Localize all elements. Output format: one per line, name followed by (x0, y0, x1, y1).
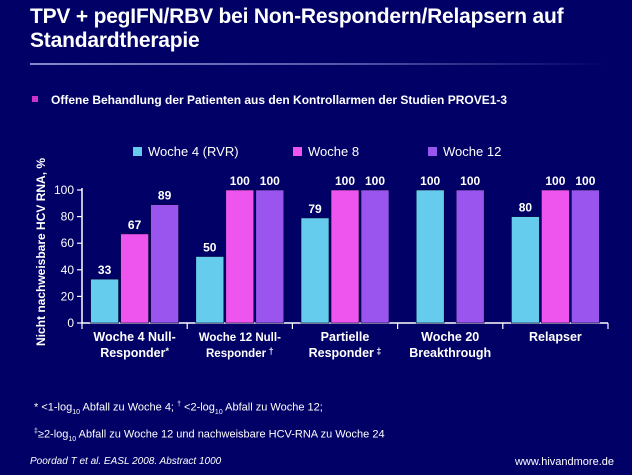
bar (195, 256, 225, 324)
bar (255, 189, 285, 324)
slide-title: TPV + pegIFN/RBV bei Non-Respondern/Rela… (30, 5, 564, 52)
x-category-label: Woche 4 Null- (93, 330, 175, 344)
bar-value-label: 100 (335, 174, 355, 188)
bar-value-label: 100 (230, 174, 250, 188)
y-tick-label: 100 (54, 183, 74, 197)
category-footnote-mark: ‡ (374, 346, 382, 356)
bar-value-label: 33 (98, 263, 112, 277)
bar (415, 189, 445, 324)
y-tick-label: 0 (67, 316, 74, 330)
legend-label: Woche 4 (RVR) (148, 144, 239, 159)
legend-label: Woche 8 (308, 144, 359, 159)
bar (330, 189, 360, 324)
source-citation: Poordad T et al. EASL 2008. Abstract 100… (30, 456, 222, 467)
y-tick-label: 80 (61, 210, 75, 224)
category-footnote-mark: † (266, 346, 274, 356)
bullet-text: Offene Behandlung der Patienten aus den … (51, 93, 508, 107)
y-tick-label: 60 (61, 236, 75, 250)
x-category-label: Responder* (100, 346, 169, 360)
x-category-label: Woche 12 Null- (199, 332, 281, 344)
footnote-1: * <1-log10 Abfall zu Woche 4; † <2-log10… (34, 401, 323, 416)
website-url[interactable]: www.hivandmore.de (514, 456, 614, 468)
bullet-square-icon (32, 96, 38, 102)
y-tick-label: 40 (61, 263, 75, 277)
bar (511, 216, 540, 324)
x-category-label: Responder ‡ (309, 346, 382, 360)
bar-value-label: 100 (460, 174, 480, 188)
bar-value-label: 100 (420, 174, 440, 188)
y-tick-label: 20 (61, 289, 75, 303)
bar (455, 189, 485, 324)
bar-value-label: 100 (575, 174, 595, 188)
x-category-label: Partielle (321, 330, 370, 344)
bar (571, 189, 600, 324)
x-category-label: Relapser (529, 330, 582, 344)
bar-value-label: 89 (158, 189, 172, 203)
bullet-item: Offene Behandlung der Patienten aus den … (32, 93, 507, 107)
title-underline (30, 63, 610, 65)
bar (541, 189, 570, 324)
x-category-label: Breakthrough (409, 346, 491, 360)
legend-swatch (428, 147, 437, 156)
bar (225, 189, 255, 324)
bar-value-label: 50 (203, 241, 217, 255)
bar-value-label: 100 (545, 174, 565, 188)
footnote-2: ‡≥2-log10 Abfall zu Woche 12 und nachwei… (34, 428, 385, 443)
bar (300, 217, 330, 324)
bar (150, 204, 179, 324)
bar-value-label: 67 (128, 218, 142, 232)
legend-swatch (133, 147, 142, 156)
bar-value-label: 79 (308, 202, 322, 216)
category-footnote-mark: * (165, 346, 169, 356)
bar-value-label: 80 (519, 201, 533, 215)
x-category-label: Woche 20 (421, 330, 479, 344)
bar (90, 278, 119, 324)
bar (120, 233, 149, 324)
bar-value-label: 100 (260, 174, 280, 188)
x-category-label: Responder † (206, 346, 274, 360)
legend-swatch (293, 147, 302, 156)
bar-value-label: 100 (365, 174, 385, 188)
legend-label: Woche 12 (443, 144, 501, 159)
y-axis-label: Nicht nachweisbare HCV RNA, % (34, 158, 48, 346)
bar (360, 189, 390, 324)
